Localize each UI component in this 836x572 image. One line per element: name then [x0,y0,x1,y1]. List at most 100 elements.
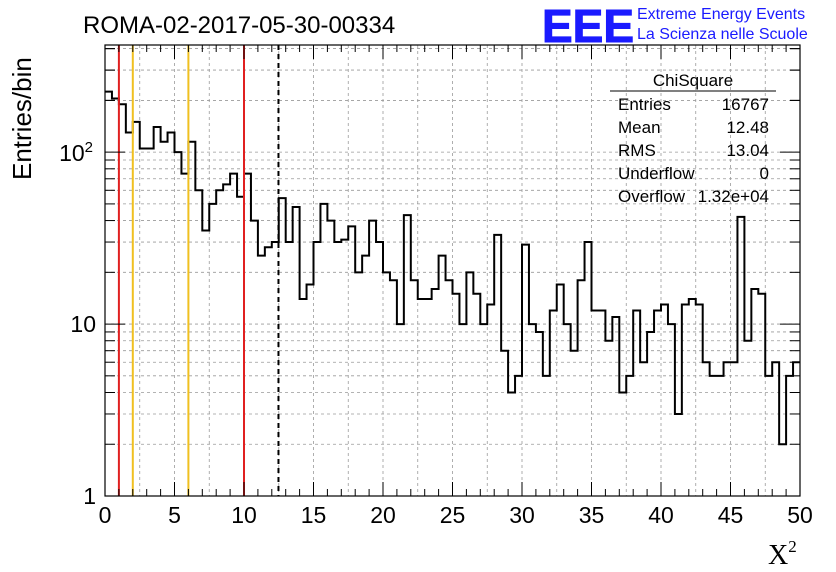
histogram [105,90,800,496]
histogram-bin [744,341,751,496]
histogram-bin [696,304,703,496]
histogram-bin [640,362,647,496]
stats-label: Overflow [618,187,686,206]
histogram-bin [418,299,425,496]
histogram-bin [369,221,376,496]
histogram-outline [105,90,800,446]
histogram-bin [181,174,188,496]
histogram-bin [279,198,286,496]
histogram-bin [216,190,223,496]
histogram-bin [320,204,327,496]
histogram-bin [348,226,355,496]
stats-value: 16767 [722,95,769,114]
histogram-bin [307,284,314,496]
histogram-bin [668,324,675,496]
y-tick-labels: 1 10 102 [59,139,96,509]
histogram-bin [717,376,724,496]
histogram-bin [487,304,494,496]
logo-line-1: Extreme Energy Events [637,6,805,23]
y-tick-label: 1 [83,483,96,509]
histogram-bin [230,174,237,496]
histogram-bin [119,104,126,496]
histogram-bin [626,376,633,496]
histogram-bin [411,280,418,496]
histogram-bin [592,310,599,496]
histogram-bin [765,376,772,496]
histogram-bin [737,217,744,496]
histogram-bin [223,184,230,496]
histogram-bin [689,299,696,496]
stats-value: 1.32e+04 [698,187,769,206]
stats-box: ChiSquare Entries 16767 Mean 12.48 RMS 13.04 U… [610,71,776,206]
x-tick-label: 0 [99,502,112,528]
stats-title: ChiSquare [653,71,733,90]
x-tick-label: 30 [509,502,535,528]
histogram-bin [126,133,133,496]
histogram-bin [355,272,362,496]
x-tick-label: 15 [301,502,327,528]
histogram-bin [188,142,195,496]
y-axis-label: Entries/bin [7,57,37,180]
stats-value: 13.04 [726,141,769,160]
x-axis-label: X2 [768,537,797,571]
histogram-bin [494,235,501,496]
histogram-bin [195,190,202,496]
histogram-bin [341,240,348,496]
histogram-bin [633,310,640,496]
histogram-bin [543,376,550,496]
histogram-bin [112,99,119,496]
histogram-bin [466,272,473,496]
histogram-bin [585,242,592,496]
x-tick-label: 5 [168,502,181,528]
histogram-bin [793,362,800,496]
histogram-bin [286,242,293,496]
histogram-bin [550,310,557,496]
histogram-bin [251,221,258,496]
histogram-bin [703,362,710,496]
stats-label: Entries [618,95,671,114]
eee-logo-mark: EEE [542,0,634,52]
histogram-bin [425,299,432,496]
histogram-bin [571,351,578,496]
stats-label: Mean [618,118,661,137]
histogram-bin [293,207,300,496]
histogram-bin [661,304,668,496]
histogram-bin [327,221,334,496]
histogram-bin [605,341,612,496]
histogram-bin [529,324,536,496]
histogram-bin [397,324,404,496]
histogram-bin [133,122,140,496]
y-tick-label: 102 [59,139,93,166]
histogram-bin [480,324,487,496]
stats-value: 12.48 [726,118,769,137]
x-tick-label: 50 [787,502,813,528]
histogram-bin [334,242,341,496]
histogram-bin [376,242,383,496]
histogram-bin [731,362,738,496]
histogram-bin [675,414,682,496]
x-tick-label: 10 [231,502,257,528]
histogram-bin [459,324,466,496]
histogram-bin [564,324,571,496]
y-tick-label: 10 [70,311,96,337]
histogram-bin [682,304,689,496]
histogram-bin [779,444,786,496]
histogram-bin [244,174,251,496]
x-tick-label: 20 [370,502,396,528]
chart-title: ROMA-02-2017-05-30-00334 [83,12,395,39]
grid [104,45,801,497]
histogram-bin [522,245,529,496]
stats-label: RMS [618,141,656,160]
histogram-bin [202,231,209,496]
histogram-bin [515,376,522,496]
histogram-bin [446,280,453,496]
histogram-bin [383,272,390,496]
histogram-bin [578,280,585,496]
histogram-bin [300,299,307,496]
x-tick-label: 35 [579,502,605,528]
histogram-bin [598,310,605,496]
histogram-bin [265,247,272,496]
histogram-bin [772,362,779,496]
x-tick-labels: 0 5 10 15 20 25 30 35 40 45 50 [99,502,813,528]
